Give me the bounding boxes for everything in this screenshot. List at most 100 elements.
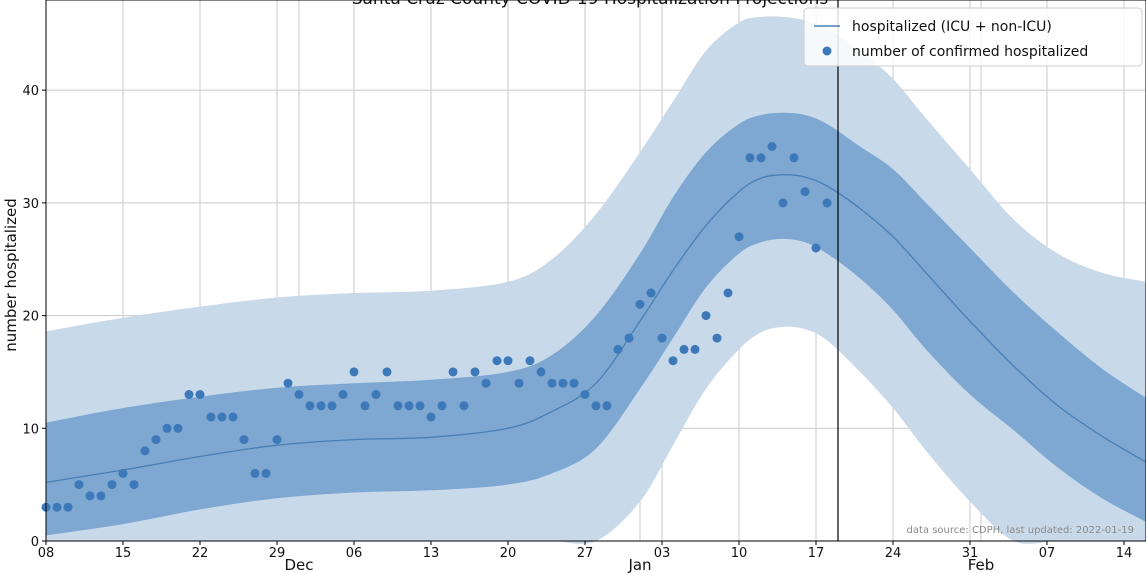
legend-label-projection: hospitalized (ICU + non-ICU) <box>852 19 1052 35</box>
observed-point <box>360 401 370 411</box>
observed-point <box>547 378 557 388</box>
observed-point <box>822 198 832 208</box>
observed-point <box>646 288 656 298</box>
data-source-note: data source: CDPH, last updated: 2022-01… <box>906 525 1134 536</box>
observed-point <box>305 401 315 411</box>
inner-confidence-band <box>46 112 1146 536</box>
observed-point <box>294 390 304 399</box>
observed-point <box>272 435 282 445</box>
legend-box <box>803 7 1143 67</box>
observed-point <box>129 480 139 490</box>
observed-point <box>382 367 392 377</box>
observed-point <box>437 401 447 411</box>
observed-point <box>734 232 744 242</box>
observed-point <box>767 142 777 151</box>
observed-point <box>184 390 194 399</box>
observed-point <box>789 153 799 163</box>
observed-point <box>140 446 150 456</box>
observed-point <box>162 423 172 433</box>
observed-point <box>217 412 227 422</box>
y-tick-labels: 0 10 20 30 40 <box>22 84 46 550</box>
observed-point <box>591 401 601 411</box>
observed-point <box>811 243 821 253</box>
y-tick-label: 40 <box>22 84 39 99</box>
observed-point <box>723 288 733 298</box>
observed-point <box>701 311 711 321</box>
x-tick-label: 15 <box>115 546 132 561</box>
legend-label-observed: number of confirmed hospitalized <box>852 44 1088 60</box>
observed-point <box>96 491 106 501</box>
x-tick-label: 29 <box>269 546 286 561</box>
x-tick-label: 22 <box>192 546 209 561</box>
observed-point <box>778 198 788 208</box>
observed-point <box>338 390 348 399</box>
observed-point <box>536 367 546 377</box>
x-tick-label: 14 <box>1116 546 1133 561</box>
x-tick-label: 03 <box>654 546 671 561</box>
y-tick-label: 20 <box>22 310 39 325</box>
observed-point <box>459 401 469 411</box>
observed-point <box>261 468 271 478</box>
observed-point <box>107 480 117 490</box>
x-tick-label: 06 <box>346 546 363 561</box>
observed-point <box>492 356 502 366</box>
x-tick-label: 27 <box>577 546 594 561</box>
y-tick-label: 30 <box>22 197 39 212</box>
observed-point <box>404 401 414 411</box>
chart-title: Santa Cruz County COVID-19 Hospitalizati… <box>352 0 829 9</box>
y-tick-label: 10 <box>22 422 39 437</box>
observed-point <box>173 423 183 433</box>
observed-point <box>712 333 722 343</box>
observed-point <box>349 367 359 377</box>
observed-point <box>514 378 524 388</box>
x-tick-label: 31 <box>962 546 979 561</box>
observed-point <box>558 378 568 388</box>
observed-point <box>690 344 700 354</box>
x-tick-label: 13 <box>423 546 440 561</box>
observed-point <box>415 401 425 411</box>
observed-point <box>602 401 612 411</box>
observed-point <box>250 468 260 478</box>
observed-point <box>657 333 667 343</box>
observed-point <box>316 401 326 411</box>
observed-point <box>393 401 403 411</box>
legend: hospitalized (ICU + non-ICU) number of c… <box>803 7 1143 67</box>
observed-point <box>800 187 810 197</box>
legend-dot-swatch <box>822 46 832 56</box>
observed-point <box>503 356 513 366</box>
observed-point <box>635 299 645 309</box>
observed-point <box>448 367 458 377</box>
y-tick-label: 0 <box>31 535 39 550</box>
x-tick-label: 10 <box>731 546 748 561</box>
month-label: Dec <box>284 556 313 573</box>
observed-point <box>74 480 84 490</box>
observed-points <box>41 142 832 512</box>
observed-point <box>228 412 238 422</box>
observed-point <box>371 390 381 399</box>
band-layer <box>46 16 1146 544</box>
observed-point <box>239 435 249 445</box>
observed-point <box>206 412 216 422</box>
observed-point <box>679 344 689 354</box>
observed-point <box>283 378 293 388</box>
observed-point <box>327 401 337 411</box>
observed-point <box>745 153 755 163</box>
observed-point <box>624 333 634 343</box>
month-label: Feb <box>968 556 995 573</box>
x-tick-labels: 08 15 22 29 06 13 20 27 03 10 17 24 31 07 14 <box>38 541 1133 561</box>
observed-point <box>525 356 535 366</box>
observed-point <box>118 468 128 478</box>
x-tick-label: 24 <box>885 546 902 561</box>
month-label: Jan <box>627 556 651 573</box>
y-axis-title: number hospitalized <box>2 198 20 352</box>
month-labels: Dec Jan Feb <box>284 556 994 573</box>
observed-point <box>426 412 436 422</box>
observed-point <box>756 153 766 163</box>
observed-point <box>85 491 95 501</box>
observed-point <box>63 502 73 512</box>
observed-point <box>195 390 205 399</box>
plot-frame <box>45 0 1146 542</box>
x-tick-label: 07 <box>1039 546 1056 561</box>
observed-point <box>668 356 678 366</box>
